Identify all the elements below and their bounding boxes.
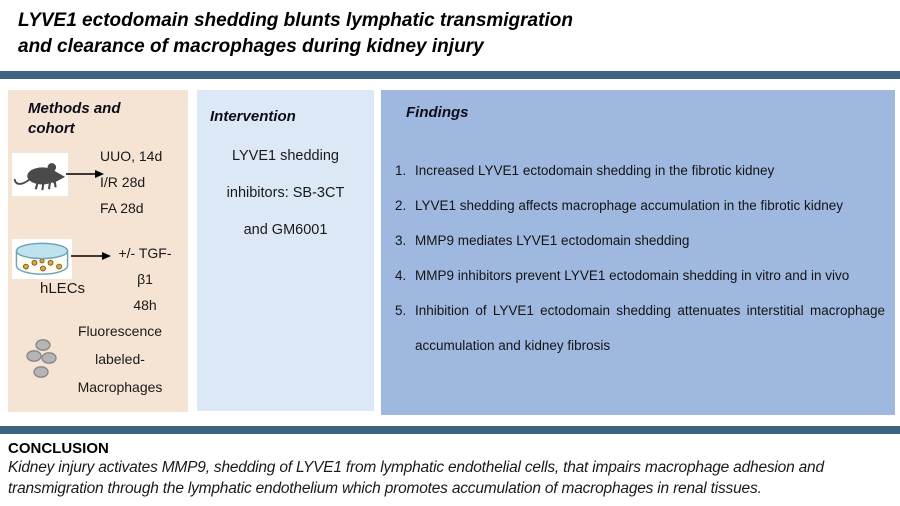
mouse-icon-box (12, 153, 68, 196)
macrophage-label: Fluorescence labeled- Macrophages (64, 317, 176, 401)
findings-list: 1. Increased LYVE1 ectodomain shedding i… (395, 153, 889, 363)
finding-text: Inhibition of LYVE1 ectodomain shedding … (415, 303, 885, 353)
finding-number: 1. (395, 163, 407, 178)
mouse-model-list: UUO, 14d I/R 28d FA 28d (100, 143, 162, 221)
intervention-text: LYVE1 shedding inhibitors: SB-3CT and GM… (197, 138, 374, 249)
conclusion-text: Kidney injury activates MMP9, shedding o… (8, 459, 824, 497)
petri-dish-icon (15, 242, 69, 275)
conclusion-heading: CONCLUSION (8, 440, 109, 457)
treatment-48h: 48h (133, 297, 157, 313)
cell-treatment-list: +/- TGF- β1 48h (106, 240, 184, 318)
finding-item-5: 5. Inhibition of LYVE1 ectodomain sheddi… (395, 293, 889, 363)
top-divider-bar (0, 71, 900, 79)
mouse-model-uuo: UUO, 14d (100, 148, 163, 164)
cell-dots (23, 258, 62, 272)
macrophage-label-line3: Macrophages (77, 379, 163, 395)
finding-number: 5. (395, 303, 407, 318)
intervention-panel: Intervention LYVE1 shedding inhibitors: … (197, 90, 374, 411)
finding-number: 2. (395, 198, 407, 213)
intervention-heading: Intervention (210, 108, 296, 125)
finding-text: MMP9 mediates LYVE1 ectodomain shedding (415, 233, 690, 248)
mouse-arrow-icon (66, 170, 104, 178)
bottom-divider-bar (0, 426, 900, 434)
mouse-model-ir: I/R 28d (100, 174, 146, 190)
treatment-b1: β1 (137, 271, 153, 287)
intervention-line1: LYVE1 shedding (232, 148, 339, 164)
petri-dish-icon-box (12, 239, 72, 279)
findings-panel: Findings 1. Increased LYVE1 ectodomain s… (381, 90, 895, 415)
finding-number: 4. (395, 268, 407, 283)
finding-item-3: 3. MMP9 mediates LYVE1 ectodomain sheddi… (395, 223, 889, 258)
finding-item-1: 1. Increased LYVE1 ectodomain shedding i… (395, 153, 889, 188)
finding-text: MMP9 inhibitors prevent LYVE1 ectodomain… (415, 268, 850, 283)
finding-item-4: 4. MMP9 inhibitors prevent LYVE1 ectodom… (395, 258, 889, 293)
finding-item-2: 2. LYVE1 shedding affects macrophage acc… (395, 188, 889, 223)
intervention-line2: inhibitors: SB-3CT (226, 185, 345, 201)
macrophage-cells-icon (26, 339, 57, 378)
paper-title-line1: LYVE1 ectodomain shedding blunts lymphat… (18, 10, 573, 31)
macrophage-label-line2: labeled- (95, 351, 145, 367)
mouse-model-fa: FA 28d (100, 200, 144, 216)
finding-text: LYVE1 shedding affects macrophage accumu… (415, 198, 844, 213)
macrophage-label-line1: Fluorescence (77, 323, 163, 339)
treatment-tgf: +/- TGF- (118, 245, 172, 261)
finding-number: 3. (395, 233, 407, 248)
methods-heading: Methods and cohort (28, 100, 121, 137)
findings-heading: Findings (406, 104, 469, 121)
paper-title: LYVE1 ectodomain shedding blunts lymphat… (18, 8, 658, 60)
mouse-icon (14, 162, 66, 190)
methods-panel: Methods and cohort UUO, 14d I/R 28d FA 2… (8, 90, 188, 412)
paper-title-line2: and clearance of macrophages during kidn… (18, 36, 484, 57)
hlecs-label: hLECs (40, 280, 86, 297)
dish-arrow-icon (71, 252, 111, 260)
intervention-line3: and GM6001 (243, 222, 328, 238)
finding-text: Increased LYVE1 ectodomain shedding in t… (415, 163, 775, 178)
